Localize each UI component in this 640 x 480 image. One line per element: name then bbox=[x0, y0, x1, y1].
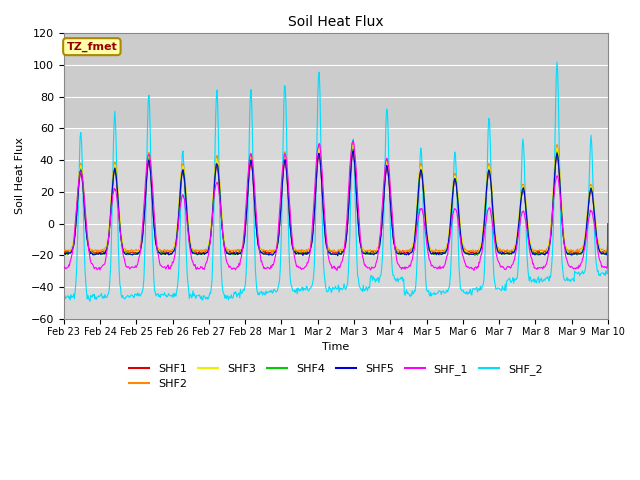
Line: SHF2: SHF2 bbox=[64, 142, 608, 252]
SHF3 bbox=[272, 245, 280, 251]
SHF_1 bbox=[393, 256, 401, 262]
Y-axis label: Soil Heat Flux: Soil Heat Flux bbox=[15, 138, 25, 215]
SHF4 bbox=[423, 235, 431, 240]
Line: SHF3: SHF3 bbox=[64, 145, 608, 255]
SHF5 bbox=[604, 221, 612, 227]
SHF_1 bbox=[349, 138, 357, 144]
Line: SHF1: SHF1 bbox=[64, 154, 608, 254]
SHF5 bbox=[394, 250, 401, 256]
SHF_1 bbox=[470, 267, 478, 273]
SHF3 bbox=[424, 235, 431, 240]
SHF5 bbox=[224, 250, 232, 255]
SHF2 bbox=[251, 196, 259, 202]
SHF2 bbox=[224, 248, 232, 253]
SHF1 bbox=[271, 247, 279, 253]
SHF1 bbox=[349, 151, 357, 157]
SHF_1 bbox=[251, 186, 259, 192]
SHF2 bbox=[60, 247, 68, 252]
SHF_2 bbox=[86, 299, 94, 304]
SHF_1 bbox=[271, 253, 279, 259]
SHF2 bbox=[349, 139, 357, 145]
SHF5 bbox=[424, 239, 431, 245]
SHF3 bbox=[125, 250, 132, 256]
SHF2 bbox=[394, 247, 401, 253]
SHF1 bbox=[60, 249, 68, 255]
SHF4 bbox=[393, 250, 401, 255]
SHF4 bbox=[349, 146, 357, 152]
SHF1 bbox=[534, 251, 541, 257]
SHF2 bbox=[424, 236, 431, 242]
SHF1 bbox=[393, 248, 401, 254]
SHF2 bbox=[297, 250, 305, 255]
SHF3 bbox=[252, 204, 259, 210]
SHF3 bbox=[60, 252, 68, 257]
SHF5 bbox=[60, 251, 68, 257]
SHF5 bbox=[271, 250, 279, 255]
SHF1 bbox=[224, 249, 232, 254]
SHF_2 bbox=[272, 289, 280, 295]
SHF3 bbox=[349, 143, 357, 148]
SHF3 bbox=[604, 221, 612, 227]
SHF1 bbox=[251, 201, 259, 207]
SHF1 bbox=[423, 234, 431, 240]
SHF_1 bbox=[224, 261, 232, 267]
SHF_2 bbox=[604, 221, 612, 227]
SHF_2 bbox=[553, 59, 561, 65]
SHF3 bbox=[225, 249, 232, 254]
SHF5 bbox=[251, 201, 259, 207]
SHF_2 bbox=[225, 297, 232, 303]
SHF4 bbox=[568, 253, 576, 259]
SHF5 bbox=[124, 250, 131, 256]
SHF4 bbox=[604, 221, 612, 227]
SHF5 bbox=[349, 148, 357, 154]
SHF1 bbox=[124, 249, 131, 255]
X-axis label: Time: Time bbox=[323, 342, 349, 352]
Line: SHF_2: SHF_2 bbox=[64, 62, 608, 301]
Bar bbox=[64, 33, 608, 128]
SHF_2 bbox=[252, 267, 259, 273]
SHF3 bbox=[394, 250, 401, 256]
SHF_2 bbox=[393, 277, 401, 283]
SHF4 bbox=[60, 252, 68, 257]
SHF_1 bbox=[60, 265, 68, 271]
SHF2 bbox=[124, 248, 131, 253]
SHF_1 bbox=[604, 221, 612, 227]
Line: SHF5: SHF5 bbox=[64, 151, 608, 256]
SHF_2 bbox=[423, 288, 431, 294]
Text: TZ_fmet: TZ_fmet bbox=[67, 42, 117, 52]
SHF4 bbox=[251, 200, 259, 206]
Title: Soil Heat Flux: Soil Heat Flux bbox=[288, 15, 384, 29]
SHF2 bbox=[271, 247, 279, 252]
SHF4 bbox=[271, 250, 279, 255]
SHF_1 bbox=[124, 264, 131, 270]
SHF4 bbox=[224, 250, 232, 256]
SHF_2 bbox=[60, 291, 68, 297]
SHF1 bbox=[604, 221, 612, 227]
SHF2 bbox=[604, 221, 612, 227]
Line: SHF_1: SHF_1 bbox=[64, 141, 608, 270]
SHF_2 bbox=[125, 293, 132, 299]
SHF3 bbox=[63, 252, 71, 258]
SHF_1 bbox=[423, 244, 431, 250]
Legend: SHF1, SHF2, SHF3, SHF4, SHF5, SHF_1, SHF_2: SHF1, SHF2, SHF3, SHF4, SHF5, SHF_1, SHF… bbox=[125, 359, 547, 394]
SHF4 bbox=[124, 252, 131, 257]
Line: SHF4: SHF4 bbox=[64, 149, 608, 256]
SHF5 bbox=[334, 253, 342, 259]
